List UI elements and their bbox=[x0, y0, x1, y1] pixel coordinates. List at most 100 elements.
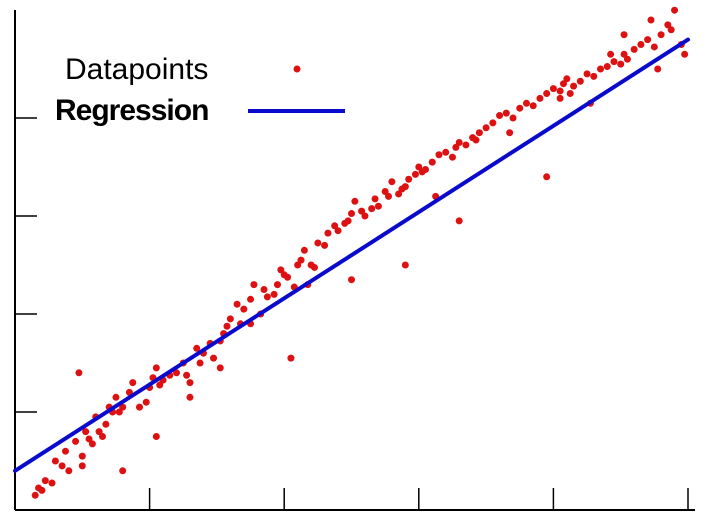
data-point bbox=[590, 72, 598, 80]
data-point bbox=[300, 246, 308, 254]
data-point bbox=[115, 408, 123, 416]
data-point bbox=[72, 437, 80, 445]
data-point bbox=[455, 139, 463, 146]
data-point bbox=[371, 195, 379, 203]
data-point bbox=[223, 322, 231, 330]
data-point bbox=[210, 354, 218, 362]
data-point bbox=[173, 369, 181, 377]
data-point bbox=[671, 6, 679, 14]
data-point bbox=[502, 109, 510, 117]
data-point bbox=[119, 467, 127, 475]
data-point bbox=[374, 202, 382, 210]
data-point bbox=[351, 197, 359, 205]
data-point bbox=[576, 77, 584, 85]
data-point bbox=[442, 148, 450, 156]
data-point bbox=[620, 31, 628, 39]
data-point bbox=[529, 102, 537, 110]
data-point bbox=[112, 393, 120, 401]
data-point bbox=[193, 344, 201, 352]
data-point bbox=[58, 462, 66, 470]
data-point bbox=[401, 183, 409, 191]
data-point bbox=[509, 114, 517, 122]
data-point bbox=[650, 43, 658, 51]
data-point bbox=[284, 273, 292, 281]
data-point bbox=[411, 170, 419, 178]
data-point bbox=[549, 85, 557, 93]
data-point bbox=[522, 99, 530, 107]
data-point bbox=[435, 151, 443, 159]
data-point bbox=[136, 403, 144, 411]
data-point bbox=[556, 87, 564, 95]
data-point bbox=[637, 41, 645, 48]
data-point bbox=[287, 354, 295, 362]
legend: Datapoints Regression bbox=[55, 53, 345, 127]
data-point bbox=[570, 82, 578, 90]
data-point bbox=[344, 217, 352, 225]
data-point bbox=[654, 65, 662, 73]
data-point bbox=[617, 60, 625, 68]
data-point bbox=[247, 295, 255, 303]
data-point bbox=[61, 447, 69, 455]
data-point bbox=[95, 428, 103, 436]
data-point bbox=[334, 227, 342, 235]
data-point bbox=[51, 457, 59, 465]
data-point bbox=[516, 104, 524, 112]
datapoints-series bbox=[31, 6, 689, 499]
data-point bbox=[395, 190, 403, 198]
data-point bbox=[129, 379, 137, 387]
data-point bbox=[563, 75, 571, 83]
data-point bbox=[156, 381, 164, 389]
data-point bbox=[273, 281, 281, 289]
data-point bbox=[472, 136, 480, 144]
data-point bbox=[361, 212, 369, 220]
data-point bbox=[428, 158, 436, 166]
data-point bbox=[216, 364, 224, 372]
data-point bbox=[196, 359, 204, 367]
data-point bbox=[186, 379, 194, 387]
data-point bbox=[270, 290, 278, 298]
data-point bbox=[664, 21, 672, 29]
data-point bbox=[388, 178, 396, 186]
data-point bbox=[152, 364, 160, 372]
data-point bbox=[559, 80, 567, 88]
data-point bbox=[381, 188, 389, 195]
data-point bbox=[536, 94, 544, 102]
data-point bbox=[452, 143, 460, 151]
data-point bbox=[489, 119, 497, 127]
data-point bbox=[310, 263, 318, 271]
data-point bbox=[405, 175, 413, 183]
data-point bbox=[566, 90, 574, 97]
data-point bbox=[82, 428, 90, 436]
data-point bbox=[294, 261, 302, 269]
data-point bbox=[142, 398, 150, 406]
data-point bbox=[482, 124, 490, 132]
data-point bbox=[358, 207, 366, 215]
data-point bbox=[667, 26, 675, 34]
y-axis-ticks bbox=[15, 117, 37, 413]
data-point bbox=[314, 239, 322, 247]
data-point bbox=[297, 256, 305, 264]
data-point bbox=[597, 65, 605, 73]
data-point bbox=[250, 281, 258, 289]
data-point bbox=[183, 371, 191, 379]
data-point bbox=[506, 129, 514, 137]
data-point bbox=[277, 266, 285, 274]
data-point bbox=[583, 70, 591, 78]
data-point bbox=[475, 129, 483, 137]
data-point bbox=[462, 141, 470, 149]
data-point bbox=[448, 153, 456, 161]
data-point bbox=[543, 90, 551, 97]
data-point bbox=[620, 50, 628, 58]
data-point bbox=[644, 36, 652, 44]
data-point bbox=[681, 50, 689, 58]
data-point bbox=[65, 467, 73, 475]
data-point bbox=[455, 217, 463, 225]
data-point bbox=[543, 173, 551, 181]
data-point bbox=[603, 63, 611, 71]
data-point bbox=[48, 479, 56, 487]
legend-marker-datapoints bbox=[293, 65, 301, 73]
data-point bbox=[240, 305, 248, 313]
data-point bbox=[657, 31, 665, 39]
data-point bbox=[38, 486, 46, 494]
